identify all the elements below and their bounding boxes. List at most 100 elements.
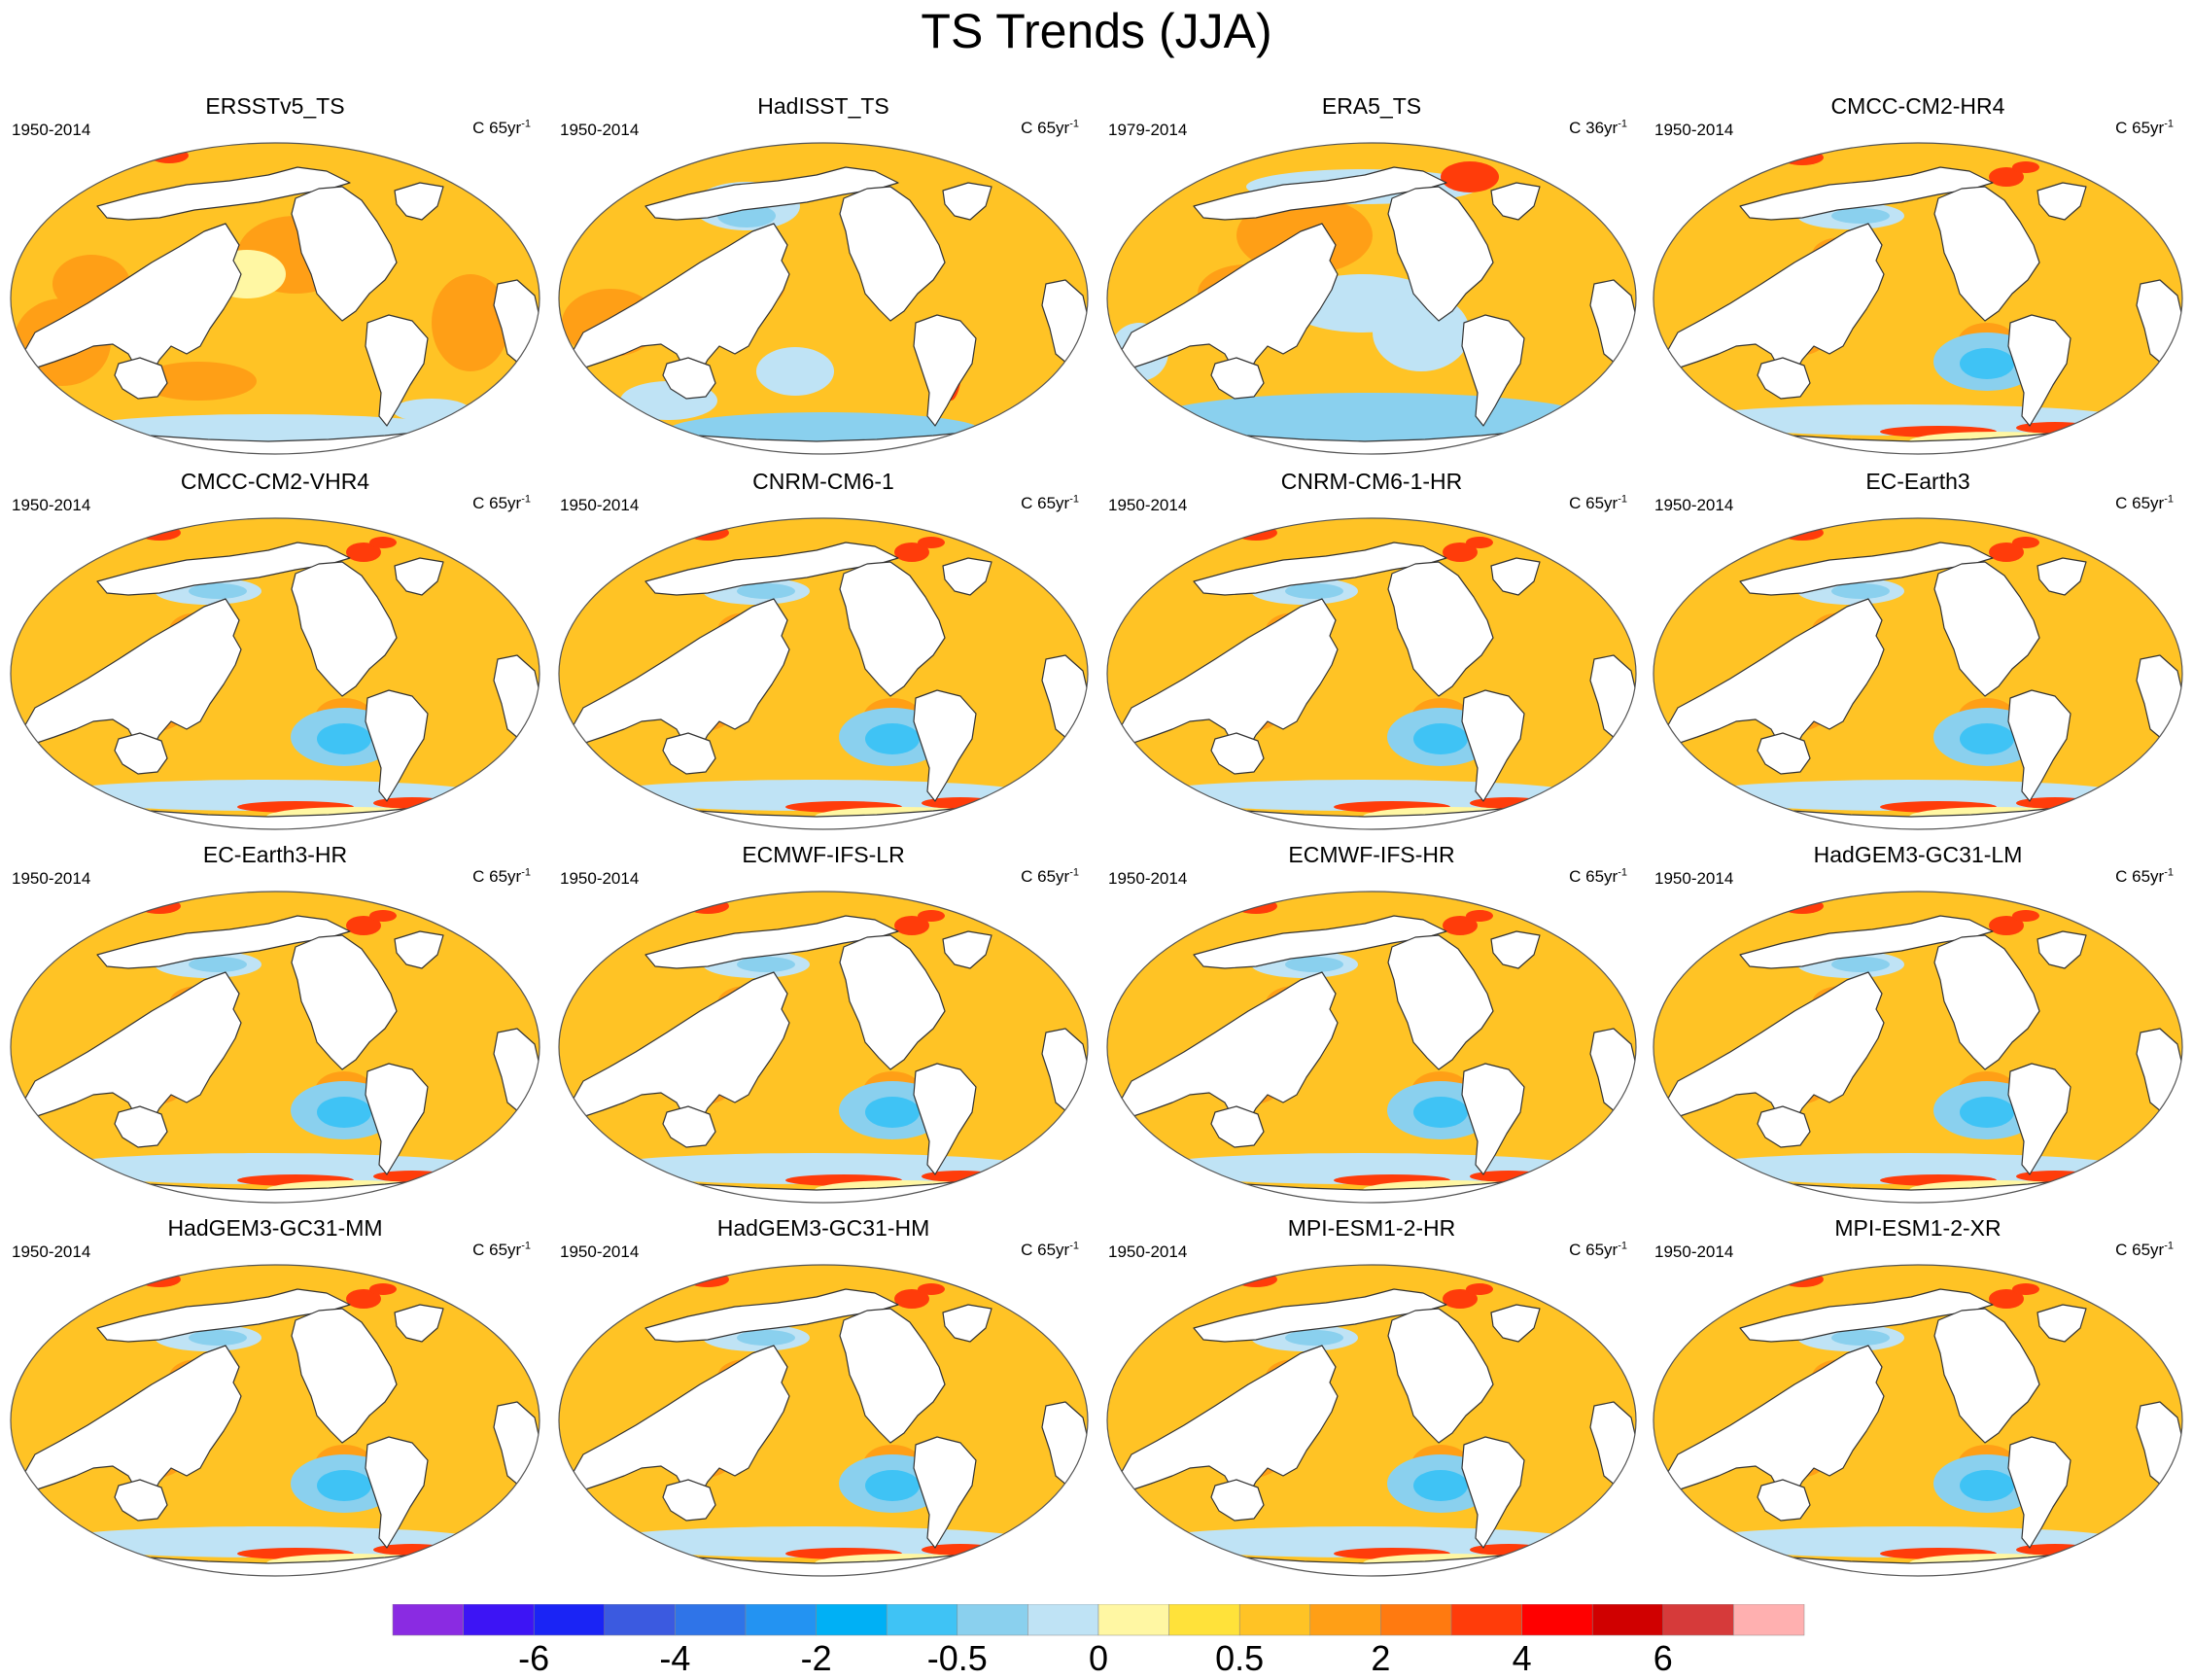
trend-strong-warm [894,916,929,935]
australia [114,357,168,400]
south-america [913,689,977,802]
trend-cool-core [1960,1097,2014,1128]
map-panel: HadGEM3-GC31-HM 1950-2014 C 65yr-1 [552,1215,1095,1585]
trend-map [558,517,1089,830]
trend-strong-warm [1989,916,2024,935]
south-america [2007,1436,2071,1549]
panel-title: HadGEM3-GC31-HM [716,1215,930,1241]
asia-landmass [565,971,790,1127]
trend-strong-warm [1466,910,1493,922]
panel-units: C 65yr-1 [2115,119,2174,138]
asia-landmass [1659,1345,1885,1500]
europe-africa-west [559,732,592,806]
colorbar-tick-label: 4 [1512,1638,1532,1678]
colorbar-swatch [816,1604,888,1636]
map-panel: ERA5_TS 1979-2014 C 36yr-1 [1100,93,1643,463]
south-america [365,1436,429,1549]
panel-title: CMCC-CM2-HR4 [1830,93,2005,119]
north-america [839,1308,946,1444]
trend-strong-warm [894,1289,929,1309]
map-border [558,142,1089,455]
map-border [1653,891,2183,1204]
trend-field [559,892,1088,1203]
trend-strong-warm [346,1289,381,1309]
australia [1210,732,1265,775]
trend-map [1653,517,2183,830]
trend-strong-warm [1989,1289,2024,1309]
asia-landmass [565,1345,790,1500]
asia-landmass [17,598,242,753]
trend-field [559,1265,1088,1576]
units-exponent: -1 [2164,1240,2174,1252]
units-text: C 65yr [1021,494,1070,512]
colorbar-swatch [745,1604,817,1636]
greenland [1490,1304,1541,1343]
asia-landmass [565,598,790,753]
north-america [839,561,946,697]
map-panel: CNRM-CM6-1-HR 1950-2014 C 65yr-1 [1100,469,1643,838]
trend-field [1107,892,1636,1203]
asia-landmass [1113,223,1339,378]
colorbar-swatch [1238,1604,1311,1636]
trend-cool-core [1960,1470,2014,1501]
europe-africa-west [1107,732,1140,806]
trend-map [1653,142,2183,455]
colorbar-swatch [886,1604,958,1636]
panel-title: ERSSTv5_TS [205,93,345,119]
units-exponent: -1 [1069,1240,1079,1252]
trend-cool-core [1831,583,1890,599]
trend-cool-core [189,957,247,972]
greenland [942,182,992,221]
australia [114,1105,168,1148]
units-text: C 36yr [1569,119,1619,137]
map-panel: ECMWF-IFS-HR 1950-2014 C 65yr-1 [1100,842,1643,1211]
trend-field [11,1265,540,1576]
europe-africa-west [11,1105,44,1179]
map-panel: CNRM-CM6-1 1950-2014 C 65yr-1 [552,469,1095,838]
map-panel: HadGEM3-GC31-LM 1950-2014 C 65yr-1 [1647,842,2189,1211]
trend-field [1653,1265,2182,1576]
europe-africa-west [559,357,592,431]
europe-africa-west [559,1105,592,1179]
trend-cool-band [1149,393,1596,447]
trend-map [10,142,540,455]
colorbar-swatch [1450,1604,1522,1636]
trend-map [10,517,540,830]
trend-strong-warm [1443,542,1478,562]
europe-africa-west [11,357,44,431]
colorbar-tick-label: 0 [1088,1638,1109,1678]
south-america [1461,1063,1525,1175]
trend-field [11,518,540,829]
greenland [2036,182,2087,221]
australia [1757,1105,1811,1148]
trend-map [1106,891,1637,1204]
north-america [1933,561,2040,697]
units-exponent: -1 [521,1240,531,1252]
trend-cool-core [189,583,247,599]
trend-strong-warm [369,910,397,922]
trend-cool-core [737,1330,795,1346]
north-america [291,561,398,697]
trend-field [1653,518,2182,829]
trend-map [10,1264,540,1577]
trend-strong-warm [918,910,945,922]
colorbar-tick-label: -6 [518,1638,550,1678]
panel-period: 1950-2014 [12,121,91,139]
units-text: C 65yr [472,867,522,886]
asia-landmass [1659,223,1885,378]
colorbar-swatch [1168,1604,1240,1636]
panel-title: ECMWF-IFS-LR [742,842,905,867]
panel-title: HadGEM3-GC31-LM [1813,842,2023,867]
map-border [558,891,1089,1204]
north-america [1387,1308,1494,1444]
units-text: C 65yr [472,119,522,137]
colorbar-tick-label: -2 [800,1638,832,1678]
greenland [394,930,444,969]
map-panel: CMCC-CM2-VHR4 1950-2014 C 65yr-1 [4,469,546,838]
colorbar-swatch [957,1604,1028,1636]
colorbar-swatch [1097,1604,1169,1636]
panel-period: 1950-2014 [560,496,640,514]
north-america [839,186,946,322]
colorbar-swatch [1309,1604,1381,1636]
trend-cool-core [1285,1330,1343,1346]
